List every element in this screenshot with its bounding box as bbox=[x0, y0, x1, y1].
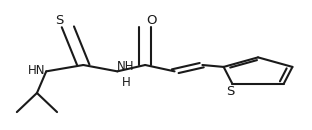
Text: HN: HN bbox=[28, 64, 46, 77]
Text: S: S bbox=[55, 14, 63, 27]
Text: S: S bbox=[227, 85, 235, 98]
Text: H: H bbox=[122, 76, 130, 89]
Text: NH: NH bbox=[117, 60, 135, 73]
Text: O: O bbox=[147, 14, 157, 27]
